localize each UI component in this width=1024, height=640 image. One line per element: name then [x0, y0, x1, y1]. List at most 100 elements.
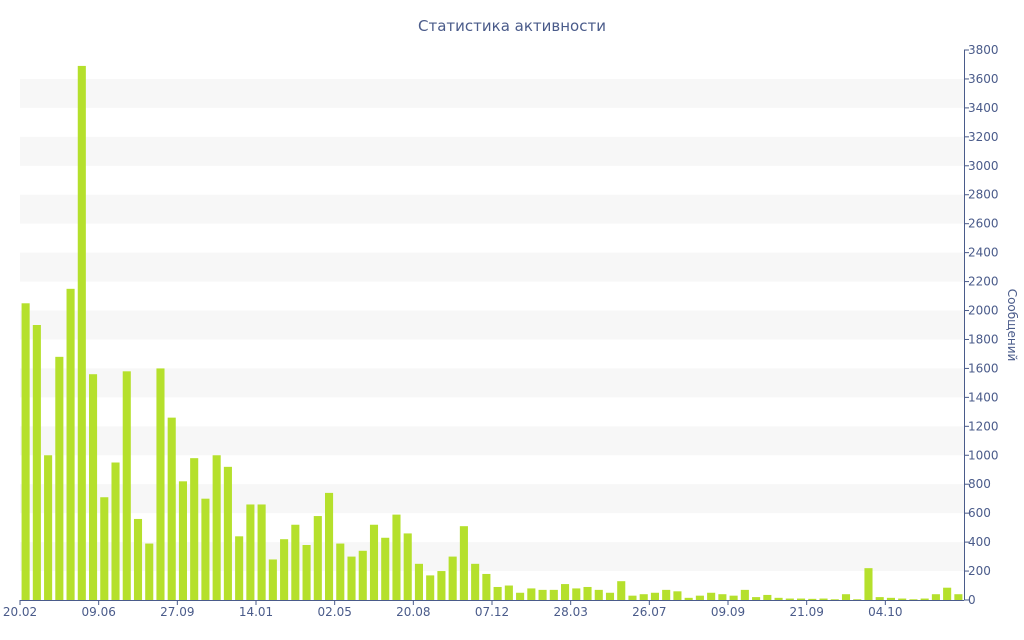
y-tick-label: 1200	[968, 419, 999, 433]
bar	[313, 516, 322, 600]
bar	[628, 595, 637, 600]
x-tick-label: 09.06	[81, 605, 115, 619]
bar	[684, 597, 693, 600]
x-axis: 20.02 09.06 27.09 14.01 02.05 20.08 07.12 28.03…	[3, 600, 964, 619]
bar	[392, 514, 401, 600]
bar	[21, 303, 30, 600]
y-tick-label: 2000	[968, 304, 999, 318]
bar	[55, 356, 64, 600]
bar	[797, 598, 806, 600]
bar	[740, 589, 749, 600]
bar	[471, 563, 480, 600]
bar	[639, 594, 648, 600]
bar	[482, 573, 491, 600]
bar	[347, 556, 356, 600]
bar	[673, 591, 682, 600]
bar	[650, 592, 659, 600]
grid-band	[20, 484, 964, 514]
y-tick-label: 2800	[968, 188, 999, 202]
bar	[819, 598, 828, 600]
bar	[898, 598, 907, 600]
bar	[695, 595, 704, 600]
x-tick-label: 07.12	[475, 605, 509, 619]
bar	[336, 543, 345, 600]
bar	[774, 597, 783, 600]
bar	[111, 462, 120, 600]
bar	[77, 65, 86, 601]
bar	[707, 592, 716, 600]
grid-bands	[20, 78, 964, 572]
bar	[875, 597, 884, 600]
grid-band	[20, 426, 964, 456]
y-tick-label: 3400	[968, 101, 999, 115]
bar	[403, 533, 412, 600]
grid-band	[20, 368, 964, 398]
y-axis-label: Сообщений	[1005, 289, 1019, 362]
bar	[954, 594, 963, 600]
bar	[459, 526, 468, 600]
chart-title: Статистика активности	[418, 17, 606, 35]
bar	[66, 288, 75, 600]
bar	[280, 539, 289, 600]
bar	[594, 589, 603, 600]
y-tick-label: 2400	[968, 246, 999, 260]
bar	[100, 497, 109, 600]
x-tick-label: 21.09	[789, 605, 823, 619]
bar	[212, 455, 221, 600]
y-tick-label: 800	[968, 477, 991, 491]
y-tick-label: 3800	[968, 43, 999, 57]
grid-band	[20, 252, 964, 282]
x-tick-label: 14.01	[239, 605, 273, 619]
bar	[729, 595, 738, 600]
bar	[549, 589, 558, 600]
bar	[920, 598, 929, 600]
bar	[190, 458, 199, 600]
bar	[235, 536, 244, 600]
bar	[808, 598, 817, 600]
y-tick-label: 3200	[968, 130, 999, 144]
bar	[583, 586, 592, 600]
bar	[414, 563, 423, 600]
y-tick-label: 1600	[968, 361, 999, 375]
bar	[493, 586, 502, 600]
y-axis: 0 200 400 600 800 1000 1200 1400 1600 1800 2000 220…	[964, 43, 999, 607]
bar	[516, 592, 525, 600]
bar	[605, 592, 615, 600]
y-tick-label: 1000	[968, 448, 999, 462]
bar	[662, 589, 671, 600]
grid-band	[20, 542, 964, 572]
bar	[257, 504, 266, 600]
bar	[358, 550, 367, 600]
bar	[89, 374, 98, 600]
bar	[246, 504, 255, 600]
bar	[718, 594, 727, 600]
bar	[145, 543, 154, 600]
bar	[909, 599, 918, 600]
y-tick-label: 2600	[968, 217, 999, 231]
y-tick-label: 2200	[968, 275, 999, 289]
bar	[864, 568, 873, 600]
bar	[223, 466, 232, 600]
x-tick-label: 28.03	[553, 605, 587, 619]
y-tick-label: 600	[968, 506, 991, 520]
bar	[763, 594, 772, 600]
bar	[369, 524, 379, 600]
bar	[167, 417, 176, 600]
y-tick-label: 1800	[968, 332, 999, 346]
bar	[538, 589, 547, 600]
x-tick-label: 26.07	[632, 605, 666, 619]
x-tick-label: 02.05	[317, 605, 351, 619]
bar	[830, 599, 839, 600]
bar	[201, 498, 210, 600]
grid-band	[20, 310, 964, 340]
bar	[381, 537, 390, 600]
bar	[886, 597, 895, 600]
x-tick-label: 20.02	[3, 605, 37, 619]
bar	[617, 581, 626, 600]
bar	[122, 371, 131, 600]
bar	[325, 492, 334, 600]
bar	[44, 455, 53, 600]
y-tick-label: 400	[968, 535, 991, 549]
bar	[943, 587, 952, 600]
bar	[426, 575, 435, 600]
